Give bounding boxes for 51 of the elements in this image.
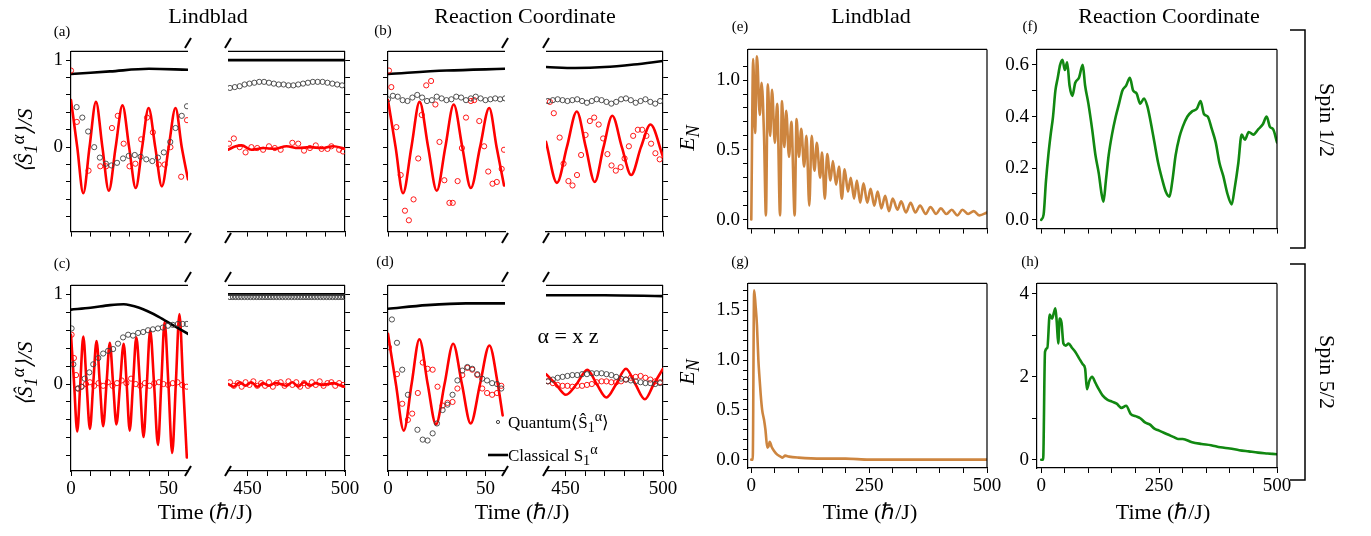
- x-axis-title: Time (ℏ/J): [474, 499, 570, 524]
- text: Spin 5/2: [1314, 335, 1340, 409]
- text: Spin 1/2: [1314, 83, 1340, 157]
- x-tick-label: 500: [648, 477, 678, 499]
- x-tick-label: 500: [972, 474, 1002, 496]
- chart-title: Lindblad: [831, 3, 911, 29]
- y-tick-label: 0.5: [716, 397, 740, 419]
- x-tick-label: 50: [476, 477, 495, 499]
- y-tick-label: 0.5: [716, 137, 740, 159]
- text: (f): [1022, 17, 1038, 35]
- y-tick-label: 1.5: [716, 298, 740, 320]
- x-axis-title: Time (ℏ/J): [1115, 498, 1211, 525]
- y-tick-label: 4: [1019, 281, 1030, 303]
- y-tick-label: 2: [1019, 364, 1029, 386]
- y-tick-label: 0: [53, 135, 63, 157]
- x-axis-title: Time (ℏ/J): [157, 499, 253, 524]
- legend-label: Quantum⟨Ŝ$_{1}$$^{α}$⟩: [508, 407, 610, 438]
- chart-title: Lindblad: [168, 3, 248, 29]
- y-tick-label: 1: [53, 48, 63, 70]
- y-tick-label: 0: [53, 372, 63, 394]
- y-tick-label: 1.0: [716, 68, 740, 90]
- x-tick-label: 0: [1036, 474, 1046, 496]
- x-tick-label: 500: [1262, 474, 1292, 496]
- y-tick-label: 0.2: [1005, 156, 1029, 178]
- y-tick-label: 0.0: [1005, 207, 1029, 229]
- x-tick-label: 500: [330, 477, 360, 499]
- x-tick-label: 450: [233, 477, 262, 499]
- y-tick-label: 0.4: [1005, 104, 1030, 126]
- x-tick-label: 0: [746, 474, 757, 496]
- text: (d): [376, 252, 394, 270]
- annotation: α = x z: [537, 323, 599, 349]
- x-axis-title: Time (ℏ/J): [822, 498, 918, 525]
- y-tick-label: 0: [1019, 447, 1029, 469]
- x-tick-label: 50: [159, 477, 178, 499]
- y-tick-label: 1.0: [716, 348, 740, 370]
- chart-title: Reaction Coordinate: [1078, 3, 1260, 29]
- text: (b): [374, 21, 392, 39]
- x-tick-label: 250: [854, 474, 884, 496]
- y-tick-label: 0.6: [1005, 52, 1029, 74]
- x-tick-label: 0: [383, 477, 393, 499]
- chart-title: Reaction Coordinate: [434, 3, 616, 29]
- text: (g): [731, 252, 749, 270]
- y-tick-label: 1: [53, 282, 63, 304]
- text: (e): [731, 17, 749, 35]
- x-tick-label: 250: [1144, 474, 1174, 496]
- y-tick-label: 0.0: [716, 207, 740, 229]
- x-tick-label: 450: [551, 477, 580, 499]
- text: (h): [1021, 252, 1039, 270]
- text: (c): [53, 254, 71, 272]
- text: (a): [53, 22, 71, 40]
- y-tick-label: 0.0: [716, 447, 740, 469]
